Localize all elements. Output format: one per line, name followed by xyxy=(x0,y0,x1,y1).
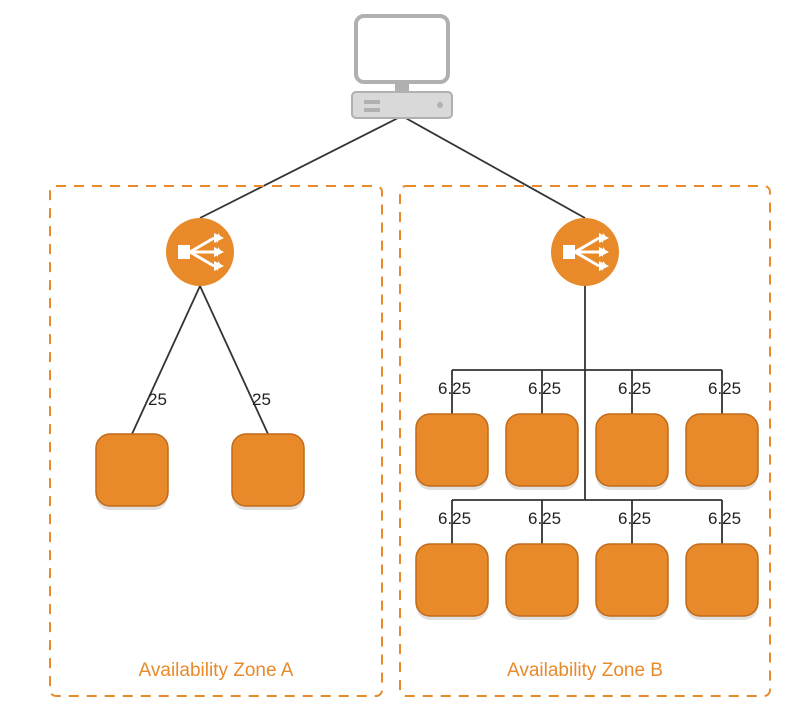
instance-b-r1-2-weight: 6.25 xyxy=(618,379,651,398)
link-computer-lb xyxy=(200,116,402,218)
instance-b-r2-3 xyxy=(686,544,758,616)
computer-icon xyxy=(352,16,452,118)
instance-a-1-weight: 25 xyxy=(252,390,271,409)
load-balancer-b xyxy=(551,218,619,286)
instance-b-r2-2 xyxy=(596,544,668,616)
instance-a-0 xyxy=(96,434,168,506)
instance-b-r1-2 xyxy=(596,414,668,486)
load-balancer-a xyxy=(166,218,234,286)
instance-b-r2-1-weight: 6.25 xyxy=(528,509,561,528)
zone-label-a: Availability Zone A xyxy=(139,660,294,681)
instance-b-r1-3 xyxy=(686,414,758,486)
instance-b-r2-3-weight: 6.25 xyxy=(708,509,741,528)
instance-b-r2-0 xyxy=(416,544,488,616)
instance-b-r2-2-weight: 6.25 xyxy=(618,509,651,528)
link-lb-instance xyxy=(200,286,268,434)
link-lb-instance xyxy=(132,286,200,434)
instance-b-r1-0-weight: 6.25 xyxy=(438,379,471,398)
instance-b-r1-1 xyxy=(506,414,578,486)
link-computer-lb xyxy=(402,116,585,218)
zone-label-b: Availability Zone B xyxy=(507,660,663,681)
architecture-diagram: Availability Zone A Availability Zone B 25… xyxy=(0,0,804,728)
instance-b-r2-1 xyxy=(506,544,578,616)
instance-b-r2-0-weight: 6.25 xyxy=(438,509,471,528)
instance-a-1 xyxy=(232,434,304,506)
instance-b-r1-0 xyxy=(416,414,488,486)
instance-b-r1-3-weight: 6.25 xyxy=(708,379,741,398)
instance-a-0-weight: 25 xyxy=(148,390,167,409)
instance-b-r1-1-weight: 6.25 xyxy=(528,379,561,398)
